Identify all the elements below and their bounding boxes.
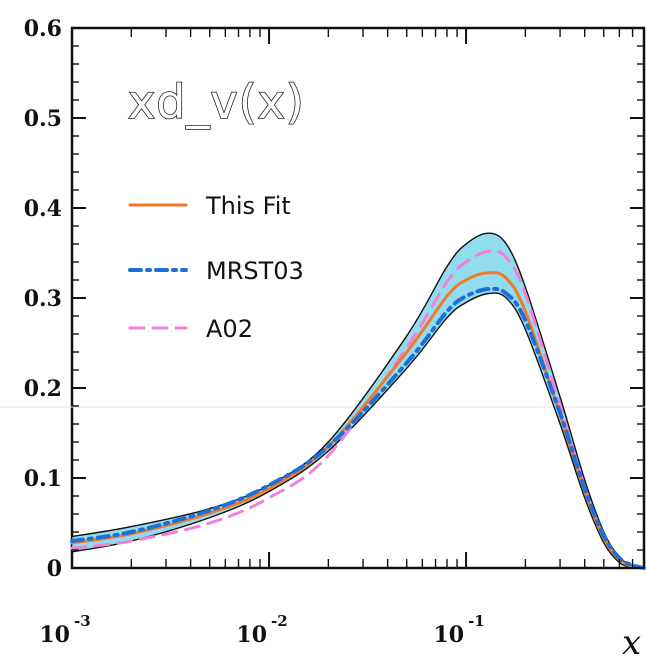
plot-frame [70,26,646,570]
legend-label: MRST03 [206,257,304,285]
legend-label: A02 [206,315,253,343]
chart-title: xd_v(x) [128,75,305,129]
x-tick-label: 10 [39,622,70,648]
band-lower-edge [71,292,645,569]
y-tick-label: 0.3 [24,286,62,312]
y-tick-label: 0.4 [24,196,62,222]
y-tick-labels: 0 0.1 0.2 0.3 0.4 0.5 0.6 [24,16,62,582]
legend: This Fit MRST03 A02 [128,192,304,343]
x-tick-labels: 10-310-210-1 [39,612,484,648]
x-tick-label-exponent: -3 [74,612,91,630]
series-layer [70,249,646,570]
axis-ticks [71,27,645,569]
y-tick-label: 0.2 [24,376,62,402]
x-tick-label-exponent: -1 [468,612,485,630]
y-tick-label: 0.5 [24,106,62,132]
y-tick-label: 0.1 [24,466,62,492]
x-tick-label: 10 [236,622,267,648]
y-tick-label: 0.6 [24,16,62,42]
y-tick-label: 0 [47,556,62,582]
legend-label: This Fit [205,192,291,220]
x-tick-label: 10 [433,622,464,648]
x-axis-label: x [622,623,641,658]
series-line-mrst03 [70,286,646,570]
x-tick-label-exponent: -2 [271,612,288,630]
